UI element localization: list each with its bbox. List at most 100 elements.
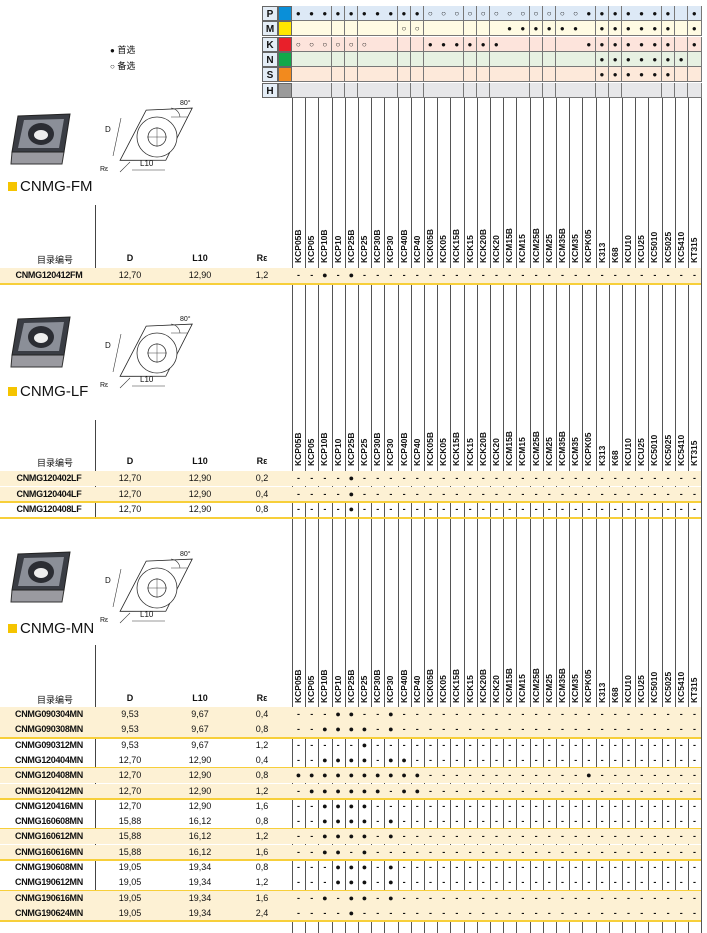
grade-unavailable-mark: - [534,785,538,796]
grade-unavailable-mark: - [627,724,630,735]
grade-header-kcm25b: KCM25B [530,668,541,703]
product-row: CNMG190624MN 19,05 19,34 2,4- - - - ● - - - - - - - - - -… [0,905,701,921]
grade-header-kcp10b: KCP10B [319,432,330,466]
grade-unavailable-mark: - [468,877,472,888]
section-title: CNMG-FM [8,178,92,195]
header-d: D [126,253,134,263]
grade-available-mark: ● [348,907,355,918]
grade-unavailable-mark: - [693,892,696,903]
material-grade-cell: ● [397,6,412,21]
grade-unavailable-mark: - [442,816,446,827]
grade-unavailable-mark: - [415,800,419,811]
material-grade-cell [476,21,491,37]
grade-unavailable-mark: - [376,892,380,903]
grade-unavailable-mark: - [508,724,512,735]
grade-header-kck15b: KCK15B [451,228,462,263]
grade-unavailable-mark: - [521,709,525,719]
grade-unavailable-mark: - [600,800,604,811]
grade-unavailable-mark: - [455,770,459,781]
grade-unavailable-mark: - [495,739,498,750]
material-grade-cell: ● [476,36,491,52]
grade-unavailable-mark: - [297,709,300,719]
material-grade-cell [344,82,359,98]
material-grade-cell [674,67,689,83]
grade-unavailable-mark: - [508,785,512,796]
grade-header-k68: K68 [609,247,620,263]
grade-header-kcpk05: KCPK05 [583,669,594,703]
value-l10: 12,90 [188,800,212,811]
grade-unavailable-mark: - [653,907,657,918]
grade-unavailable-mark: - [574,800,578,811]
grade-available-mark: ● [348,709,355,719]
grade-unavailable-mark: - [455,739,459,750]
grade-unavailable-mark: - [402,877,406,888]
diagram-label-re: Rε [100,166,109,173]
grade-unavailable-mark: - [297,270,300,280]
grade-unavailable-mark: - [547,846,551,857]
grade-header-kck20: KCK20 [491,675,501,703]
material-grade-cell [556,67,570,83]
grade-unavailable-mark: - [508,892,512,903]
grade-header-kcm25: KCM25 [543,437,554,466]
grade-unavailable-mark: - [587,846,591,857]
grade-available-mark: ● [335,816,341,827]
material-grade-cell [358,67,372,83]
grade-unavailable-mark: - [600,907,604,918]
grade-unavailable-mark: - [587,504,591,514]
grade-unavailable-mark: - [587,800,591,811]
material-grade-cell [688,82,702,98]
grade-unavailable-mark: - [442,770,446,781]
grade-header-kcp40: KCP40 [411,235,422,263]
header-l10: L10 [192,253,208,263]
grade-unavailable-mark: - [587,862,591,872]
insert-dimension-diagram: D L10 Rε 80° [100,551,195,626]
grade-unavailable-mark: - [666,709,670,719]
grade-unavailable-mark: - [455,488,459,499]
grade-unavailable-mark: - [297,785,300,796]
column-line [464,98,465,933]
grade-available-mark: ● [374,770,381,781]
grade-header-kcp25b: KCP25B [345,669,356,703]
grade-unavailable-mark: - [534,831,538,842]
material-letter: M [262,21,278,37]
grade-unavailable-mark: - [587,739,591,750]
grade-available-mark: ● [388,770,394,781]
material-grade-cell [318,67,333,83]
grade-header-kcp25b: KCP25B [345,432,356,466]
grade-unavailable-mark: - [534,270,538,280]
grade-unavailable-mark: - [429,504,432,514]
grade-unavailable-mark: - [415,892,419,903]
grade-unavailable-mark: - [297,892,300,903]
grade-header-kcpk05: KCPK05 [583,229,594,263]
grade-unavailable-mark: - [310,724,314,735]
header-catalog-number: 目录编号 [36,458,73,468]
product-row: CNMG090308MN 9,53 9,67 0,8- - ● ● ● ● - ● - - - - - - - - -… [0,722,701,738]
grade-unavailable-mark: - [310,754,314,765]
grade-available-mark: ● [322,846,328,857]
header-re: Rε [256,456,268,466]
column-line [477,98,478,933]
material-grade-cell [331,51,346,67]
column-line [411,98,412,933]
material-letter: S [262,67,278,83]
grade-unavailable-mark: - [468,846,472,857]
grade-unavailable-mark: - [613,754,617,765]
grade-unavailable-mark: - [468,504,472,514]
value-d: 12,70 [118,488,142,499]
grade-unavailable-mark: - [468,816,472,827]
material-grade-cell [542,67,557,83]
material-grade-cell: ○ [305,36,319,52]
grade-unavailable-mark: - [508,877,512,888]
primary-symbol: ● [110,46,115,55]
grade-unavailable-mark: - [521,846,525,857]
grade-unavailable-mark: - [455,709,459,719]
value-re: 1,6 [255,800,269,811]
material-grade-cell [318,82,333,98]
material-grade-cell [635,82,649,98]
grade-unavailable-mark: - [547,892,551,903]
material-grade-cell [608,82,623,98]
grade-unavailable-mark: - [613,800,617,811]
grade-unavailable-mark: - [547,770,551,781]
material-grade-cell: ● [661,36,676,52]
column-line [305,98,306,933]
